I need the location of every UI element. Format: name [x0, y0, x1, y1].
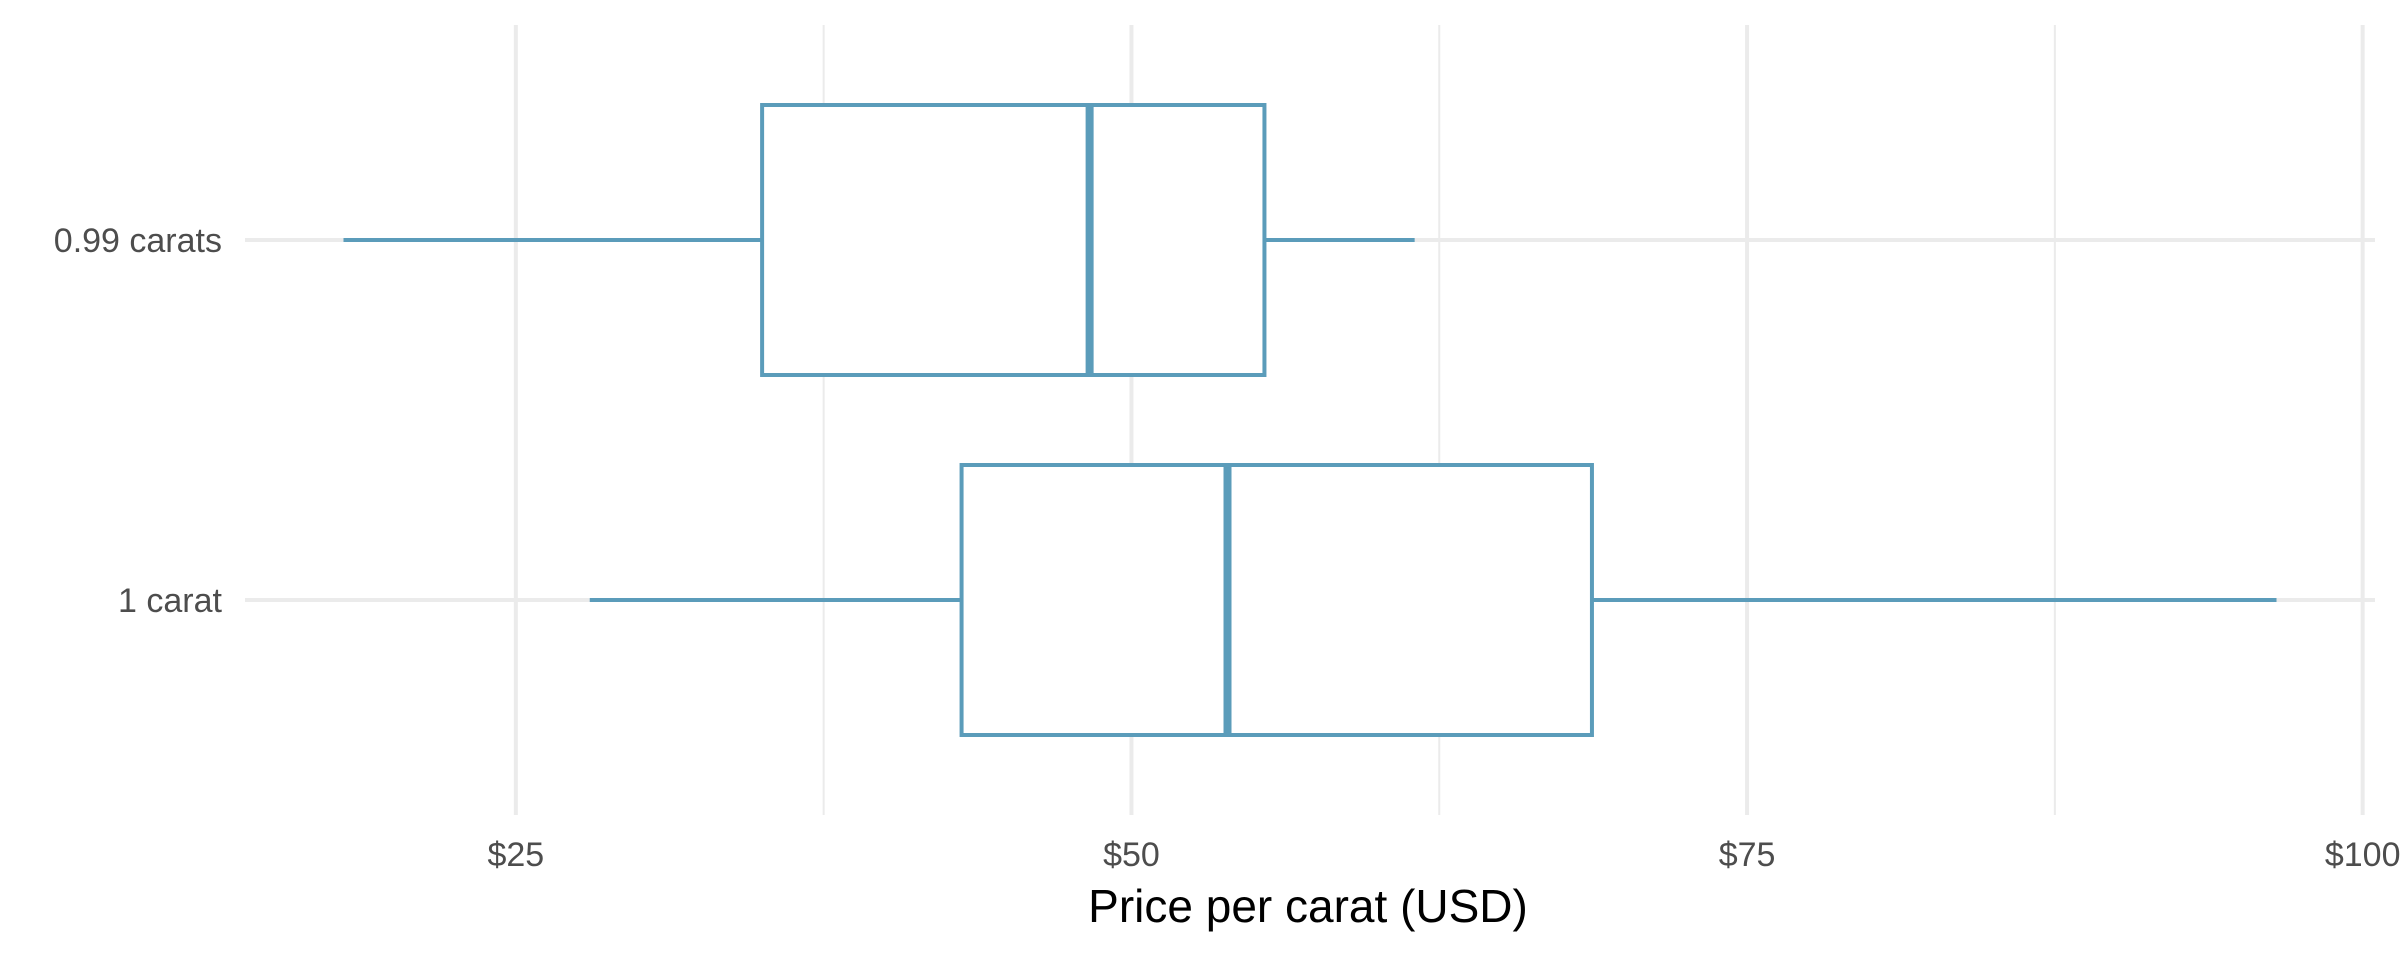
iqr-box	[959, 463, 1594, 737]
x-tick-label: $75	[1719, 836, 1776, 874]
y-tick-label: 1 carat	[118, 582, 222, 620]
iqr-box	[760, 103, 1267, 377]
x-tick-labels: $25 $50 $75 $100	[487, 836, 2400, 874]
x-tick-label: $50	[1103, 836, 1160, 874]
box-1	[589, 463, 2277, 737]
y-tick-label: 0.99 carats	[54, 222, 222, 260]
y-tick-labels: 0.99 carats 1 carat	[54, 222, 223, 620]
x-axis-title: Price per carat (USD)	[1088, 880, 1528, 932]
box-layer	[343, 103, 2277, 737]
x-tick-label: $25	[487, 836, 544, 874]
box-0	[343, 103, 1415, 377]
x-tick-label: $100	[2325, 836, 2400, 874]
